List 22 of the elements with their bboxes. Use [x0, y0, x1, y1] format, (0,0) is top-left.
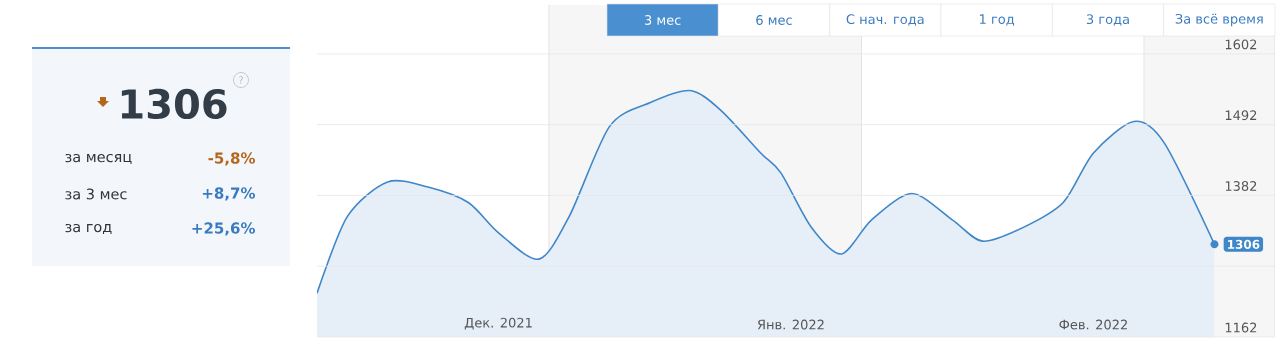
- y-tick-label: 1162: [1225, 322, 1257, 333]
- text: за год: [65, 223, 112, 235]
- annotation: 3 мес: [644, 15, 681, 25]
- annotation: 3 года: [1086, 14, 1129, 26]
- data-label: 1306: [1228, 239, 1260, 249]
- text: за месяц: [65, 153, 132, 165]
- x-tick-label: Дек. 2021: [464, 317, 532, 330]
- y-tick-label: 1602: [1225, 39, 1257, 50]
- text: ?: [239, 76, 243, 84]
- y-tick-label: 1492: [1225, 110, 1257, 121]
- annotation: За всё время: [1175, 13, 1263, 27]
- text: 1306: [121, 88, 227, 120]
- y-tick-label: 1382: [1225, 181, 1257, 191]
- x-tick-label: Янв. 2022: [757, 319, 824, 330]
- annotation: 1 год: [980, 14, 1015, 26]
- text: +25,6%: [192, 222, 256, 236]
- annotation: 6 мес: [756, 15, 792, 25]
- text: +8,7%: [202, 187, 256, 201]
- text: за 3 мес: [65, 188, 127, 200]
- annotation: С нач. года: [846, 14, 924, 26]
- text: -5,8%: [208, 152, 256, 166]
- x-tick-label: Фев. 2022: [1059, 319, 1127, 330]
